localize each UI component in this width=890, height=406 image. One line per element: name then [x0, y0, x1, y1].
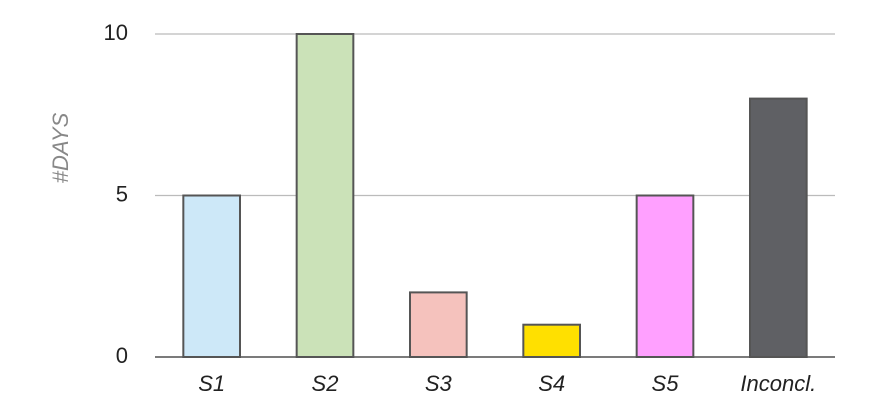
x-tick-label: S1 [198, 371, 225, 396]
bar [295, 33, 355, 358]
y-axis-label: #DAYS [48, 112, 73, 183]
x-tick-label: S5 [652, 371, 680, 396]
x-tick-label: S2 [312, 371, 339, 396]
y-tick-label: 5 [116, 181, 128, 206]
x-tick-label: Inconcl. [740, 371, 816, 396]
bar [409, 291, 468, 358]
bar [182, 194, 241, 358]
bar [635, 194, 695, 358]
bar [522, 323, 581, 359]
bar [749, 97, 808, 358]
x-tick-label: S4 [538, 371, 565, 396]
y-tick-label: 0 [116, 343, 128, 368]
x-tick-label: S3 [425, 371, 453, 396]
y-tick-label: 10 [104, 20, 128, 45]
